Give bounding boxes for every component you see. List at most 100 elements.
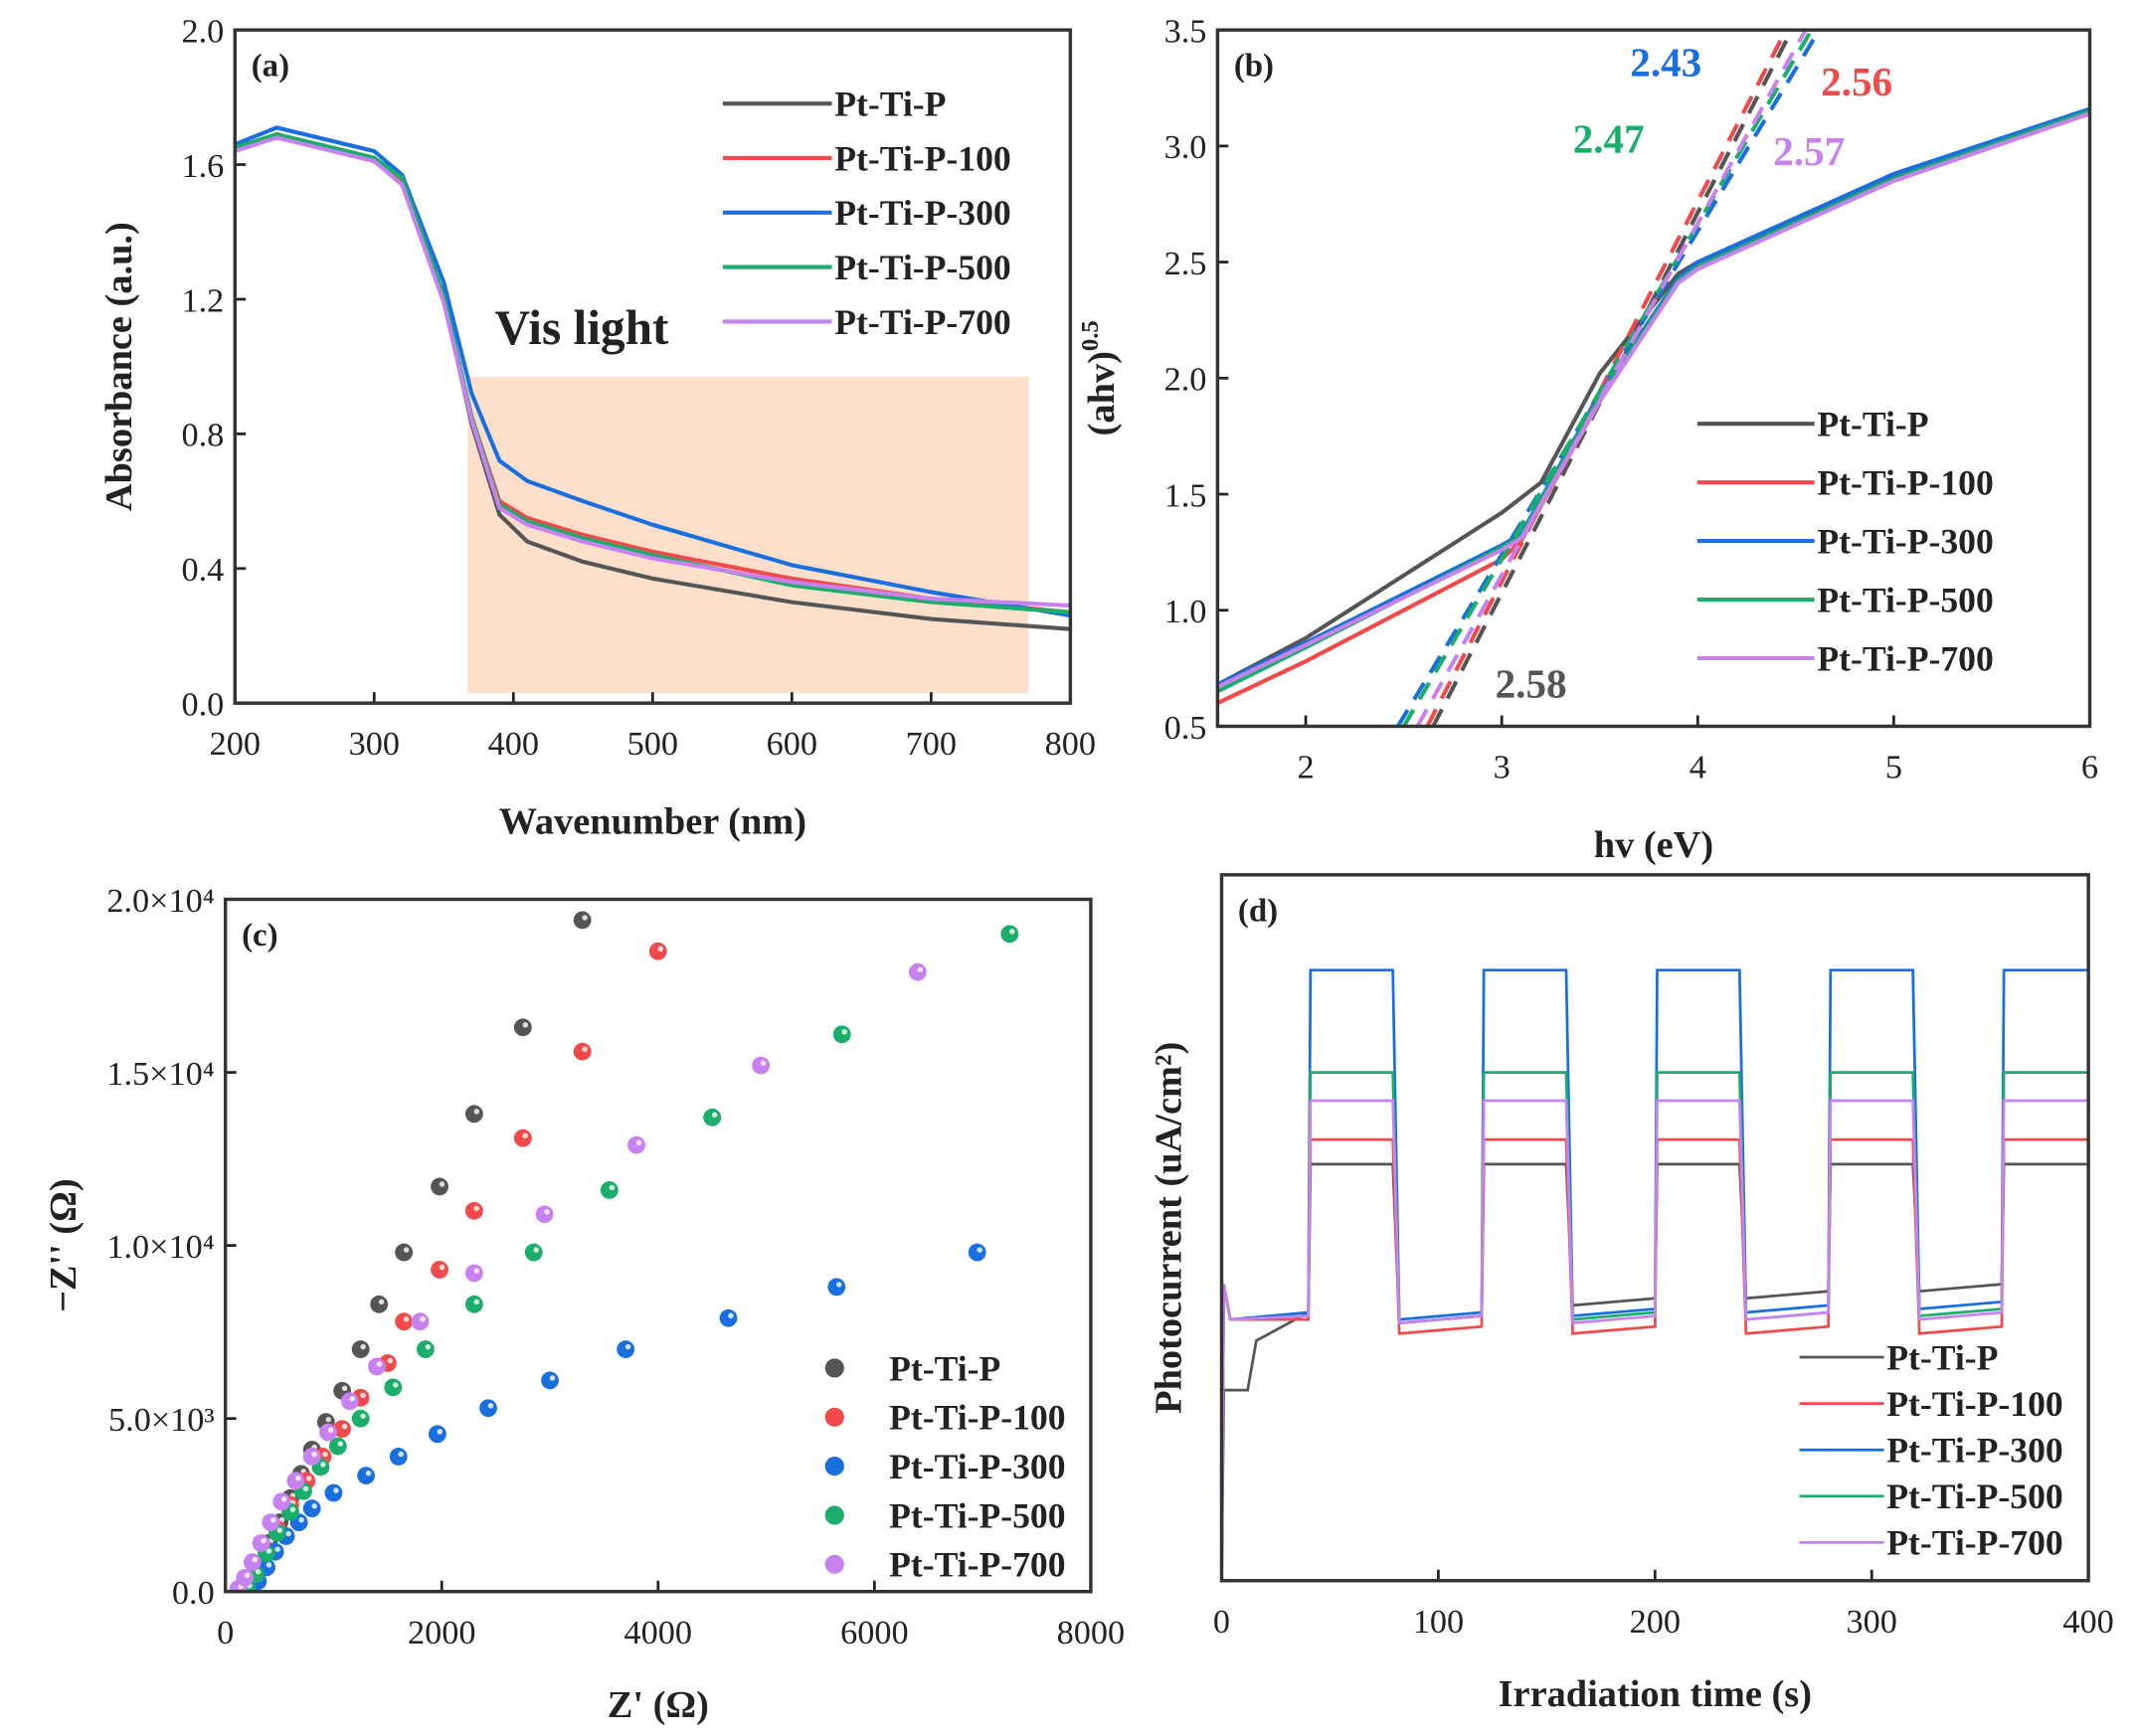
data-point [752, 1056, 771, 1075]
y-tick-label: 1.2 [181, 281, 224, 319]
data-point [411, 1312, 430, 1331]
vis-light-label: Vis light [495, 300, 670, 355]
data-point-highlight [398, 1451, 404, 1458]
data-point-highlight [252, 1556, 259, 1563]
data-point-highlight [836, 1282, 842, 1288]
x-axis-label: Z' (Ω) [608, 1684, 709, 1726]
data-point-highlight [841, 1029, 847, 1035]
data-point-highlight [760, 1060, 767, 1066]
data-point-highlight [274, 1546, 280, 1552]
data-point-highlight [360, 1392, 366, 1399]
data-point [513, 1128, 532, 1147]
data-point [968, 1243, 986, 1262]
series-line-Pt-Ti-P-300 [235, 125, 1071, 618]
series-line-Pt-Ti-P-700 [235, 135, 1071, 608]
legend-label: Pt-Ti-P-500 [1886, 1476, 2062, 1516]
legend: Pt-Ti-P Pt-Ti-P-100 Pt-Ti-P-300 Pt-Ti-P-500… [1799, 1337, 2063, 1563]
data-point-highlight [302, 1485, 309, 1492]
data-point-highlight [244, 1572, 251, 1579]
data-point-highlight [311, 1502, 317, 1509]
data-point-highlight [439, 1181, 445, 1187]
data-point-highlight [657, 946, 664, 953]
data-point [600, 1181, 619, 1199]
x-tick-label: 600 [767, 725, 817, 763]
legend: Pt-Ti-P Pt-Ti-P-100 Pt-Ti-P-300 Pt-Ti-P-500… [1696, 405, 1994, 678]
legend-marker [824, 1554, 844, 1574]
legend-label: Pt-Ti-P-300 [1886, 1431, 2062, 1471]
data-point [464, 1201, 483, 1220]
data-point-highlight [917, 966, 924, 972]
data-point-highlight [276, 1527, 283, 1533]
legend-label: Pt-Ti-P-500 [834, 248, 1010, 287]
tangent-line [1415, 30, 1808, 727]
y-axis-label: Absorbance (a.u.) [98, 222, 140, 511]
data-point-highlight [270, 1516, 276, 1523]
data-point-highlight [255, 1569, 262, 1575]
legend: Pt-Ti-P Pt-Ti-P-100 Pt-Ti-P-300 Pt-Ti-P-500… [824, 1348, 1066, 1585]
data-point [479, 1399, 497, 1418]
legend-label: Pt-Ti-P-700 [1886, 1523, 2062, 1563]
data-point [464, 1264, 483, 1283]
data-point [827, 1278, 846, 1297]
y-tick-label: 1.6 [181, 147, 224, 185]
data-point-highlight [320, 1462, 326, 1468]
x-tick-label: 500 [627, 725, 678, 763]
data-point-highlight [325, 1416, 332, 1423]
legend-label: Pt-Ti-P [1817, 405, 1928, 444]
data-point-highlight [425, 1343, 432, 1350]
x-tick-label: 800 [1045, 725, 1096, 763]
x-tick-label: 200 [1630, 1603, 1681, 1641]
data-point-highlight [487, 1403, 494, 1409]
panel-b: 2 3 4 5 6 0.5 1.0 1.5 2.0 2.5 3.0 3.5 2.58 2.56 2.43 2.… [1077, 12, 2098, 866]
data-point [627, 1135, 645, 1154]
data-point-highlight [403, 1247, 410, 1253]
y-tick-label: 1.0×10⁴ [106, 1228, 214, 1266]
data-point [302, 1499, 321, 1518]
y-tick-label: 0.4 [181, 551, 224, 589]
data-point-highlight [376, 1361, 383, 1367]
data-point-highlight [266, 1548, 272, 1554]
legend-marker [824, 1505, 844, 1525]
data-point-highlight [341, 1385, 348, 1392]
x-tick-label: 0 [1213, 1603, 1230, 1641]
data-point-highlight [295, 1476, 301, 1481]
y-tick-label: 2.0×10⁴ [106, 882, 214, 920]
data-point [648, 942, 667, 960]
data-point-highlight [333, 1487, 339, 1493]
data-point-highlight [337, 1441, 344, 1447]
data-point [384, 1378, 403, 1397]
legend-label: Pt-Ti-P-500 [889, 1495, 1065, 1535]
x-axis-label: Wavenumber (nm) [499, 801, 806, 843]
data-point [351, 1409, 370, 1428]
data-point-highlight [266, 1562, 272, 1568]
y-tick-label: 1.5 [1164, 476, 1207, 514]
data-point-highlight [624, 1343, 631, 1350]
data-point [428, 1425, 446, 1444]
tangent-line [1395, 30, 1822, 727]
data-point [395, 1312, 414, 1331]
x-tick-label: 0 [217, 1614, 234, 1651]
data-point [1000, 925, 1019, 944]
data-point-highlight [522, 1022, 529, 1028]
data-point-highlight [437, 1429, 444, 1435]
data-point [389, 1448, 408, 1466]
series-line-Pt-Ti-P-700 [1221, 1099, 2089, 1581]
data-point [535, 1205, 554, 1224]
panel-label: (a) [252, 49, 289, 85]
x-tick-label: 6 [2081, 749, 2098, 786]
panel-d: 0 100 200 300 400 (d) Irradiation time (s) Phot… [1148, 873, 2114, 1715]
data-point-highlight [378, 1299, 385, 1305]
y-axis-label: Photocurrent (uA/cm²) [1148, 1042, 1189, 1414]
plot-area [1217, 30, 2090, 727]
x-tick-label: 4000 [624, 1614, 693, 1651]
data-point [524, 1243, 543, 1262]
y-tick-label: 2.0 [1164, 361, 1207, 399]
data-point [464, 1105, 483, 1124]
bandgap-label: 2.43 [1630, 40, 1701, 86]
x-tick-label: 300 [1847, 1603, 1897, 1641]
data-point-highlight [403, 1315, 410, 1322]
data-point [368, 1357, 386, 1376]
legend: Pt-Ti-P Pt-Ti-P-100 Pt-Ti-P-300 Pt-Ti-P-500… [722, 84, 1011, 342]
data-point [908, 962, 927, 981]
